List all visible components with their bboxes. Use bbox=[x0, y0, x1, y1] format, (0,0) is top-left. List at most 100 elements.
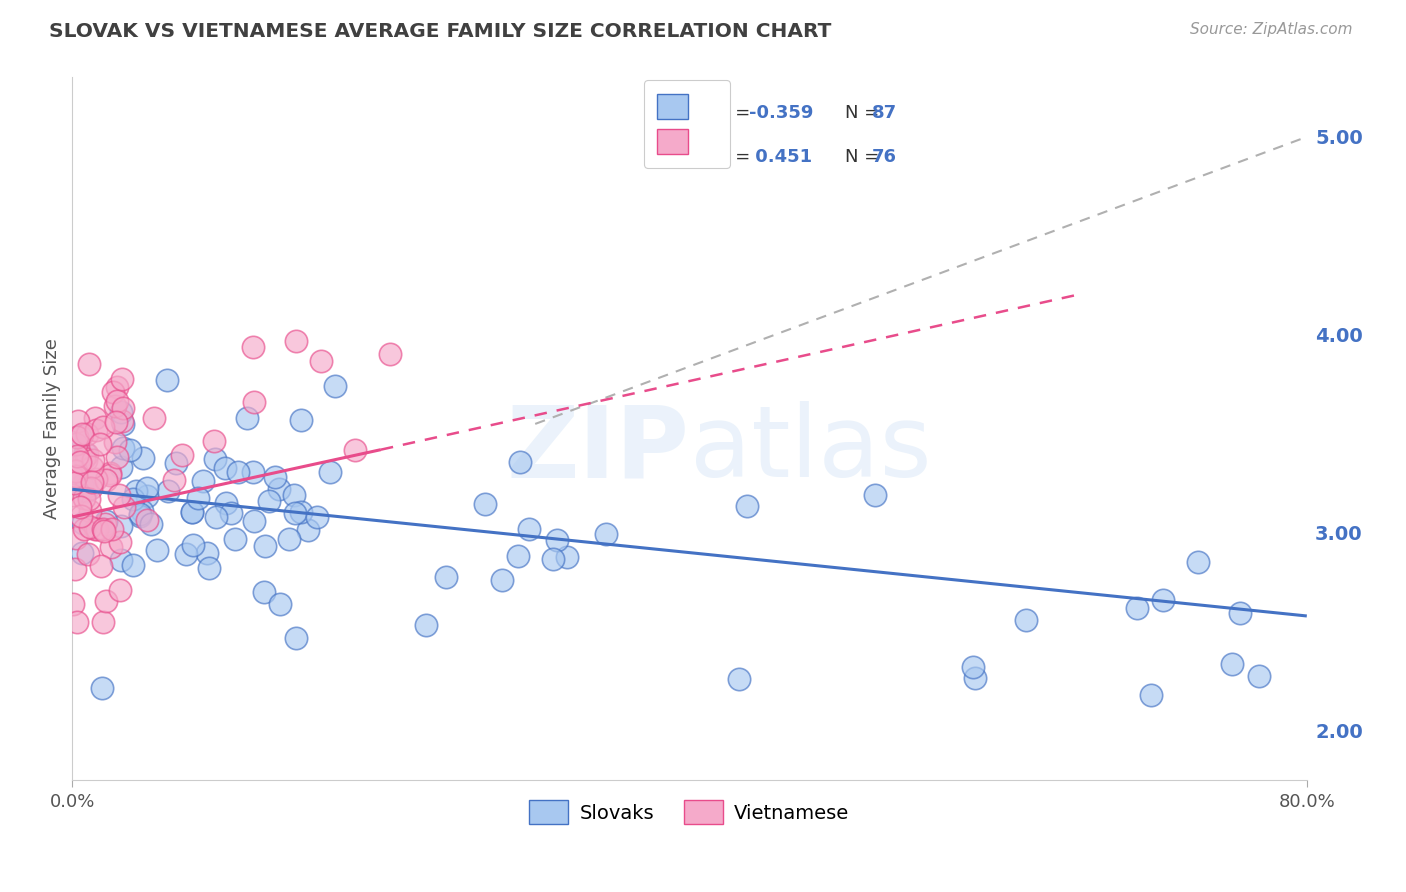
Point bbox=[415, 618, 437, 632]
Point bbox=[509, 455, 531, 469]
Point bbox=[96, 594, 118, 608]
Point bbox=[111, 414, 134, 428]
Point bbox=[79, 520, 101, 534]
Point bbox=[73, 491, 96, 506]
Point bbox=[214, 496, 236, 510]
Point bbox=[111, 372, 134, 386]
Point bbox=[105, 393, 128, 408]
Point bbox=[70, 478, 93, 492]
Point bbox=[69, 428, 91, 442]
Point bbox=[131, 504, 153, 518]
Point bbox=[125, 484, 148, 499]
Point bbox=[290, 505, 312, 519]
Point bbox=[82, 475, 104, 489]
Point bbox=[104, 435, 127, 450]
Point bbox=[863, 488, 886, 502]
Text: N =: N = bbox=[845, 104, 884, 122]
Point bbox=[82, 453, 104, 467]
Point bbox=[70, 546, 93, 560]
Point bbox=[65, 469, 87, 483]
Point bbox=[283, 488, 305, 502]
Point bbox=[91, 681, 114, 695]
Point bbox=[66, 449, 89, 463]
Point bbox=[163, 473, 186, 487]
Point bbox=[72, 516, 94, 530]
Point bbox=[290, 413, 312, 427]
Text: atlas: atlas bbox=[689, 401, 931, 499]
Point bbox=[94, 517, 117, 532]
Point bbox=[69, 500, 91, 515]
Point bbox=[195, 546, 218, 560]
Text: ZIP: ZIP bbox=[506, 401, 689, 499]
Point bbox=[101, 522, 124, 536]
Point bbox=[70, 508, 93, 523]
Point bbox=[63, 476, 86, 491]
Point bbox=[380, 347, 402, 361]
Point bbox=[297, 523, 319, 537]
Text: Source: ZipAtlas.com: Source: ZipAtlas.com bbox=[1189, 22, 1353, 37]
Point bbox=[243, 395, 266, 409]
Point bbox=[75, 480, 97, 494]
Point bbox=[202, 434, 225, 449]
Point bbox=[257, 494, 280, 508]
Point bbox=[122, 491, 145, 506]
Point bbox=[963, 672, 986, 686]
Point bbox=[79, 504, 101, 518]
Point bbox=[69, 455, 91, 469]
Point bbox=[63, 464, 86, 478]
Point bbox=[111, 401, 134, 416]
Point bbox=[84, 423, 107, 437]
Point bbox=[269, 597, 291, 611]
Point bbox=[962, 660, 984, 674]
Point bbox=[94, 514, 117, 528]
Point bbox=[129, 507, 152, 521]
Point bbox=[108, 582, 131, 597]
Point bbox=[76, 547, 98, 561]
Point bbox=[129, 508, 152, 523]
Point bbox=[65, 531, 87, 545]
Point bbox=[142, 411, 165, 425]
Point bbox=[121, 558, 143, 572]
Point bbox=[156, 373, 179, 387]
Point bbox=[226, 465, 249, 479]
Point bbox=[180, 505, 202, 519]
Point bbox=[181, 505, 204, 519]
Point bbox=[156, 483, 179, 498]
Point bbox=[197, 561, 219, 575]
Point bbox=[214, 461, 236, 475]
Point bbox=[76, 447, 98, 461]
Point bbox=[104, 399, 127, 413]
Point bbox=[253, 584, 276, 599]
Point bbox=[98, 468, 121, 483]
Point bbox=[595, 526, 617, 541]
Point bbox=[181, 538, 204, 552]
Point bbox=[284, 334, 307, 349]
Point bbox=[75, 453, 97, 467]
Point bbox=[1126, 600, 1149, 615]
Point bbox=[73, 446, 96, 460]
Point bbox=[224, 532, 246, 546]
Point bbox=[72, 426, 94, 441]
Point bbox=[80, 481, 103, 495]
Point bbox=[79, 491, 101, 506]
Point bbox=[118, 443, 141, 458]
Point bbox=[84, 411, 107, 425]
Point bbox=[141, 516, 163, 531]
Point bbox=[72, 522, 94, 536]
Point bbox=[76, 427, 98, 442]
Point bbox=[205, 510, 228, 524]
Point bbox=[66, 615, 89, 629]
Point bbox=[83, 522, 105, 536]
Point bbox=[91, 615, 114, 629]
Point bbox=[77, 358, 100, 372]
Text: 0.451: 0.451 bbox=[749, 148, 811, 166]
Point bbox=[269, 482, 291, 496]
Point bbox=[204, 452, 226, 467]
Point bbox=[1222, 657, 1244, 672]
Point bbox=[66, 430, 89, 444]
Point bbox=[136, 489, 159, 503]
Point bbox=[111, 417, 134, 432]
Point bbox=[105, 450, 128, 465]
Point bbox=[728, 672, 751, 686]
Point bbox=[132, 450, 155, 465]
